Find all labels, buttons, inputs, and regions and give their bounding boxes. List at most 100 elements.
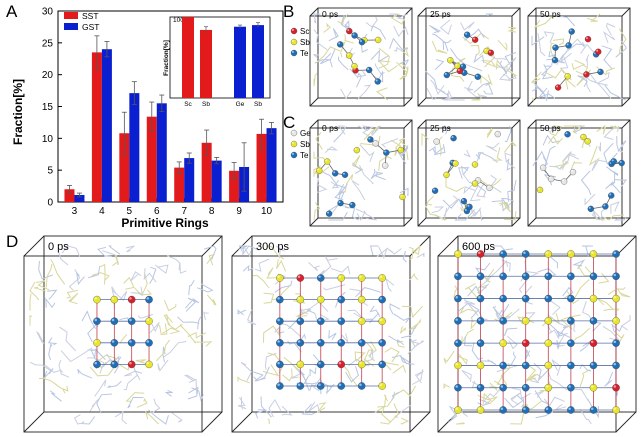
bar-sst — [174, 167, 185, 202]
network-bond — [573, 125, 585, 134]
atom — [454, 294, 462, 303]
box-edge — [511, 97, 521, 107]
network-bond — [596, 124, 606, 135]
inset-bar — [234, 26, 246, 98]
network-bond — [313, 73, 318, 87]
atom-highlight — [291, 152, 294, 155]
network-bond — [328, 330, 337, 340]
network-bond — [432, 33, 449, 52]
network-bond — [532, 150, 547, 167]
network-bond — [463, 182, 476, 195]
atom-highlight — [318, 275, 321, 278]
atom-highlight — [318, 383, 321, 386]
atom — [597, 68, 604, 76]
network-bond — [149, 266, 157, 284]
atom — [397, 146, 404, 154]
atom — [290, 140, 298, 148]
atom — [471, 180, 479, 187]
atom-highlight — [455, 63, 458, 66]
network-bond — [61, 385, 69, 394]
network-bond — [477, 394, 498, 404]
network-bond — [337, 125, 346, 135]
network-bond — [584, 193, 596, 206]
box-edge — [231, 411, 253, 433]
network-bond — [335, 291, 346, 308]
network-bond — [603, 31, 616, 43]
network-bond — [328, 28, 339, 42]
bar-gst — [266, 128, 277, 202]
network-bond — [525, 349, 531, 360]
network-bond — [324, 256, 338, 267]
network-bond — [382, 361, 399, 371]
atom — [499, 250, 507, 258]
network-bond — [309, 367, 317, 377]
network-bond — [562, 151, 580, 162]
network-bond — [443, 98, 465, 101]
inset-y-label: Fraction[%] — [163, 40, 170, 76]
network-bond — [316, 177, 328, 193]
network-bond — [443, 350, 455, 364]
network-bond — [252, 275, 270, 289]
atom-highlight — [291, 50, 294, 53]
legend-label: Sc — [300, 27, 309, 36]
atom-highlight — [318, 318, 321, 322]
network-bond — [471, 92, 483, 101]
network-bond — [38, 377, 62, 390]
box-edge — [417, 97, 427, 107]
atom-highlight — [277, 340, 280, 343]
network-bond — [59, 326, 77, 352]
network-bond — [616, 125, 620, 133]
atom-highlight — [565, 74, 568, 77]
atom-highlight — [552, 58, 556, 61]
network-bond — [504, 125, 512, 143]
network-bond — [272, 285, 290, 301]
network-bond — [481, 60, 497, 68]
atom-highlight — [111, 340, 115, 343]
atom — [476, 272, 485, 281]
y-tick-label: 25 — [42, 38, 54, 49]
network-bond — [50, 259, 66, 285]
network-bond — [66, 289, 78, 299]
atom — [595, 48, 602, 55]
network-bond — [351, 180, 366, 201]
network-bond — [391, 354, 415, 365]
network-bond — [316, 46, 341, 63]
atom-highlight — [291, 28, 294, 32]
atom-highlight — [350, 202, 353, 206]
atom — [584, 138, 591, 145]
atom — [366, 66, 373, 74]
snapshot-box-c-2 — [527, 119, 631, 227]
network-bond — [94, 379, 107, 397]
bar-gst — [184, 158, 195, 202]
atom-highlight — [338, 297, 342, 300]
network-bond — [253, 366, 270, 382]
box-edge — [309, 119, 319, 129]
network-bond — [197, 316, 202, 330]
atom-highlight — [450, 160, 453, 163]
atom — [454, 339, 462, 347]
atom — [443, 171, 450, 179]
atom — [565, 42, 572, 49]
atom — [290, 38, 298, 46]
network-bond — [313, 151, 327, 162]
atom — [471, 161, 479, 168]
atom-highlight — [495, 131, 498, 135]
network-bond — [45, 264, 53, 288]
atom-highlight — [500, 296, 504, 299]
inset-x-tick-label: Ge — [236, 101, 245, 108]
network-bond — [431, 206, 445, 214]
snapshot-box-b-1 — [417, 7, 521, 107]
network-bond — [333, 126, 347, 143]
network-bond — [370, 168, 379, 180]
atom — [539, 164, 547, 171]
atom-highlight — [347, 28, 350, 32]
atom-highlight — [146, 297, 150, 300]
atom — [337, 382, 345, 390]
network-bond — [593, 207, 608, 222]
atom-highlight — [472, 181, 476, 184]
time-label: 50 ps — [540, 9, 561, 19]
atom — [589, 317, 598, 325]
network-bond — [163, 341, 187, 358]
network-bond — [482, 386, 503, 404]
network-bond — [408, 319, 422, 330]
